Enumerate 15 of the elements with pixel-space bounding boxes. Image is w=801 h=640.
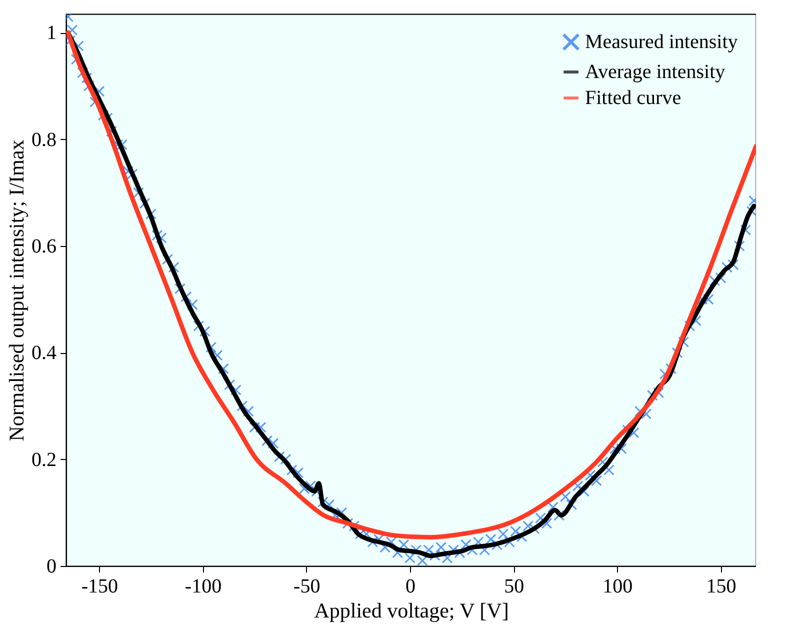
y-tick-label: 1 (46, 22, 56, 44)
x-tick-label: -100 (184, 576, 222, 598)
y-tick-label: 0.6 (32, 236, 56, 258)
y-tick-label: 0 (46, 556, 56, 578)
y-tick-label: 0.4 (32, 342, 56, 364)
x-tick-label: 100 (602, 576, 633, 598)
x-tick-label: 0 (405, 576, 416, 598)
y-tick-label: 0.2 (32, 448, 56, 471)
x-tick-label: 50 (504, 576, 524, 598)
y-axis-title: Normalised output intensity; I/Imax (4, 139, 28, 442)
y-tick-label: 0.8 (32, 128, 56, 151)
x-tick-label: -50 (294, 576, 320, 598)
x-tick-label: -150 (81, 576, 118, 598)
x-tick-label: 150 (706, 576, 736, 598)
x-axis-title: Applied voltage; V [V] (314, 598, 509, 622)
